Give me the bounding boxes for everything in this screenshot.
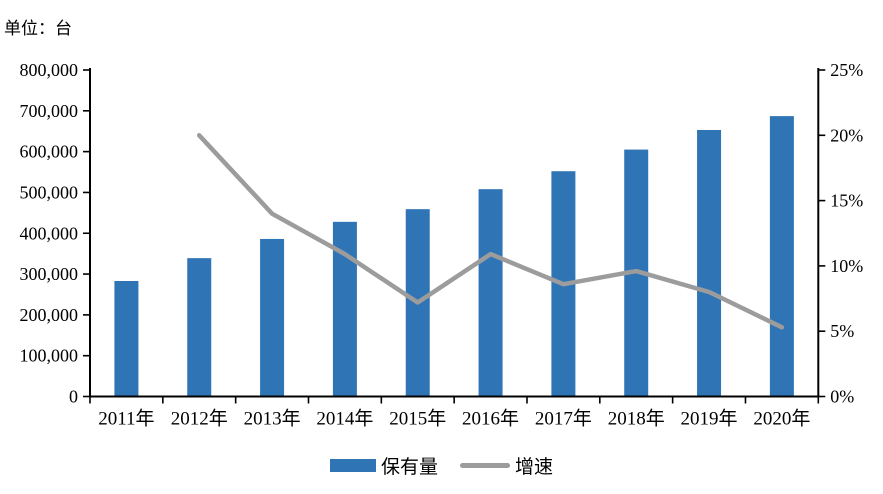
bar-2020年: [769, 116, 794, 397]
growth-rate-line: [196, 133, 785, 330]
right-axis-tick-label: 10%: [830, 256, 863, 276]
right-axis-tick-label: 25%: [830, 60, 863, 80]
left-axis-tick-label: 100,000: [20, 346, 79, 366]
x-axis-label-2018年: 2018年: [608, 408, 665, 430]
left-axis-tick-label: 800,000: [20, 60, 79, 80]
bar-2016年: [478, 189, 503, 397]
x-axis-label-2020年: 2020年: [753, 408, 810, 430]
legend-label-stock: 保有量: [380, 457, 438, 478]
right-axis-tick-label: 20%: [830, 125, 863, 145]
bar-2011年: [114, 281, 139, 397]
left-axis-tick-label: 300,000: [20, 264, 79, 284]
legend-item-growth: 增速: [460, 452, 553, 479]
x-axis-label-2012年: 2012年: [171, 408, 228, 430]
left-axis-tick-label: 500,000: [20, 182, 79, 202]
x-axis-label-2015年: 2015年: [389, 408, 446, 430]
bar-2012年: [187, 258, 212, 397]
legend-label-growth: 增速: [515, 457, 554, 478]
right-axis-tick-label: 15%: [830, 191, 863, 211]
x-axis-label-2011年: 2011年: [98, 408, 154, 430]
x-axis-label-2014年: 2014年: [316, 408, 373, 430]
legend: 保有量 增速: [0, 452, 883, 479]
x-axis-label-2017年: 2017年: [535, 408, 592, 430]
right-axis-tick-label: 0%: [830, 387, 854, 407]
left-axis-tick-label: 200,000: [20, 305, 79, 325]
x-axis-label-2019年: 2019年: [681, 408, 738, 430]
x-axis-label-2013年: 2013年: [244, 408, 301, 430]
bar-series-swatch: [329, 459, 376, 472]
legend-item-stock: 保有量: [329, 452, 438, 479]
bar-2013年: [260, 238, 285, 397]
right-axis-tick-label: 5%: [830, 321, 854, 341]
bar-2019年: [697, 129, 722, 397]
left-axis-tick-label: 700,000: [20, 101, 79, 121]
line-series-swatch: [460, 463, 510, 468]
left-axis-tick-label: 0: [69, 387, 78, 407]
left-axis-tick-label: 600,000: [20, 142, 79, 162]
left-axis-tick-label: 400,000: [20, 223, 79, 243]
unit-label: 单位：台: [4, 19, 72, 38]
x-axis-label-2016年: 2016年: [462, 408, 519, 430]
